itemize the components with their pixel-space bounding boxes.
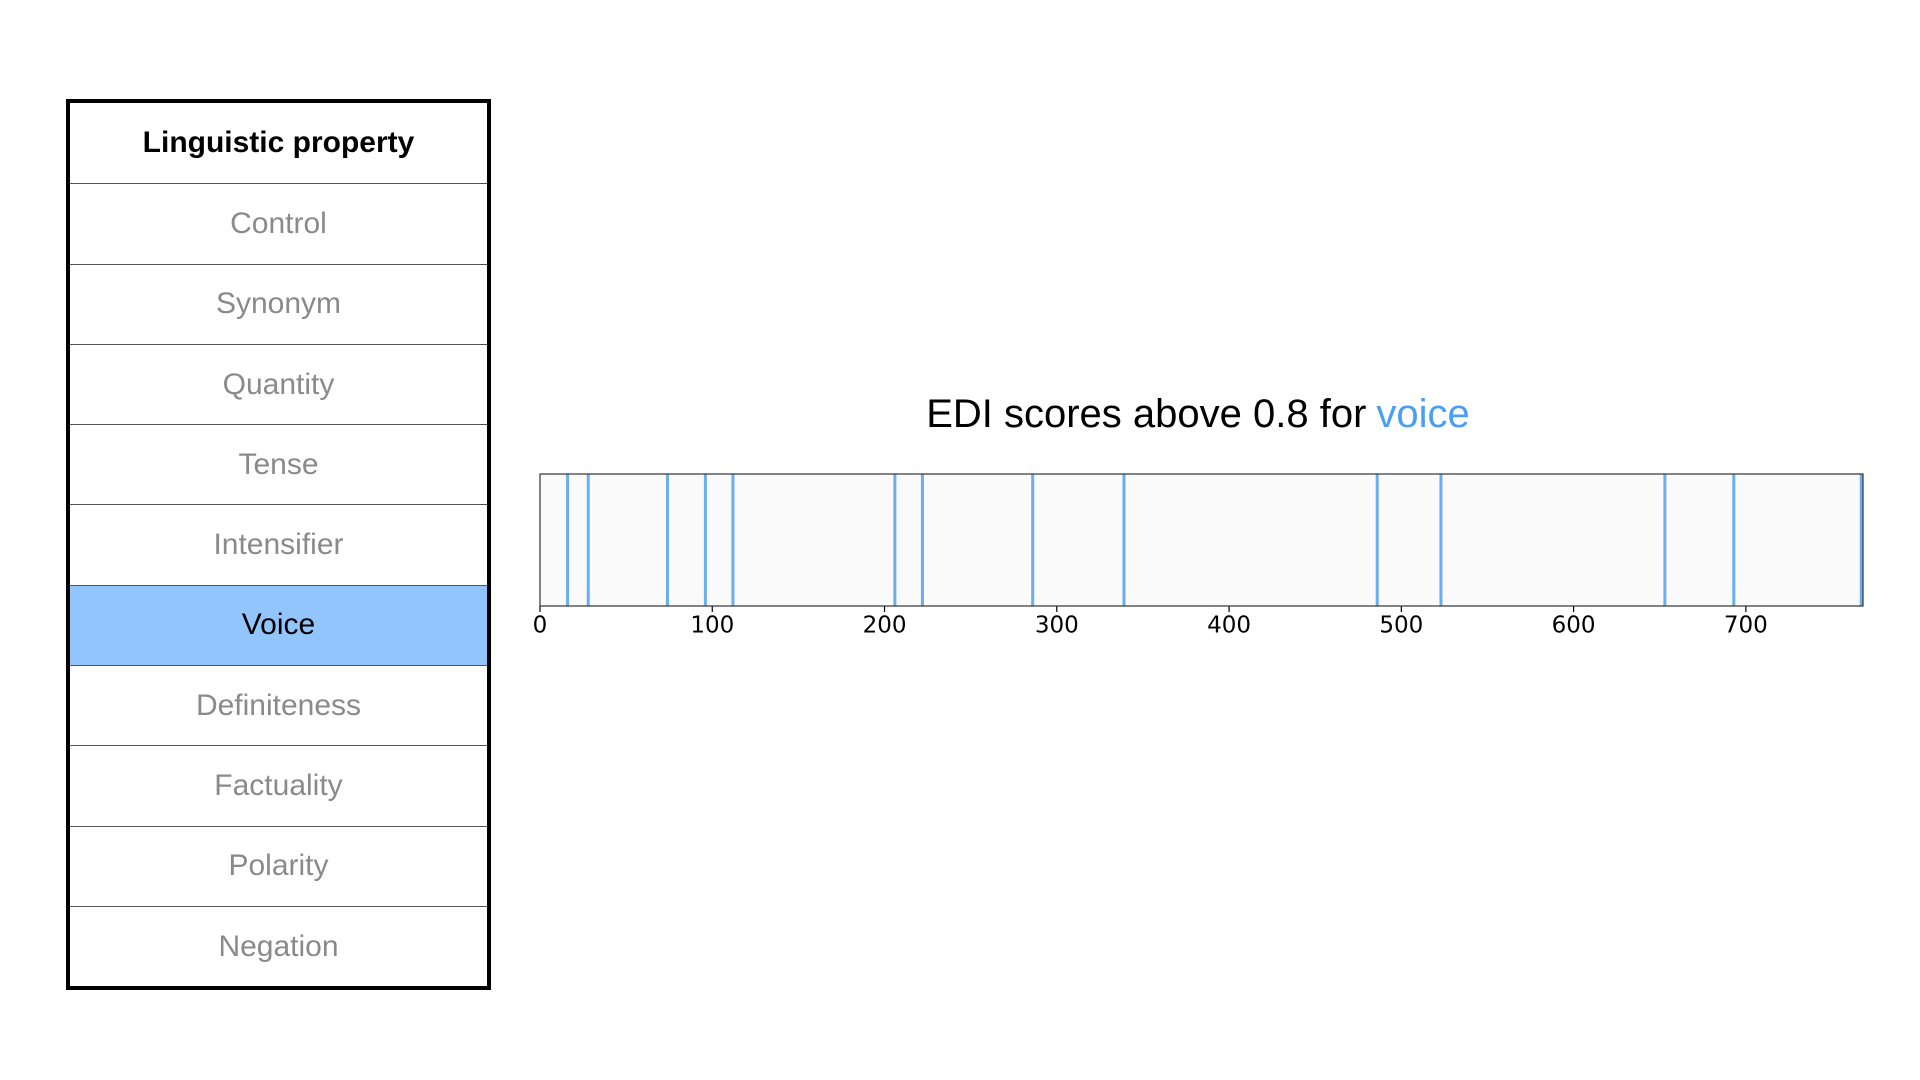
x-tick-label: 200 bbox=[863, 613, 907, 639]
x-tick-label: 300 bbox=[1035, 613, 1079, 639]
table-row[interactable]: Definiteness bbox=[70, 665, 487, 745]
plot-frame bbox=[539, 473, 1864, 607]
table-row[interactable]: Polarity bbox=[70, 825, 487, 906]
table-row[interactable]: Quantity bbox=[70, 343, 487, 424]
table-row[interactable]: Voice bbox=[70, 584, 487, 666]
table-row[interactable]: Control bbox=[70, 183, 487, 263]
table-row[interactable]: Factuality bbox=[70, 745, 487, 825]
title-highlight: voice bbox=[1376, 392, 1469, 436]
x-tick-label: 400 bbox=[1207, 613, 1251, 639]
property-table: Linguistic property Control Synonym Quanti… bbox=[66, 99, 491, 991]
table-row[interactable]: Synonym bbox=[70, 263, 487, 344]
table-header: Linguistic property bbox=[142, 126, 415, 160]
x-tick-label: 600 bbox=[1552, 613, 1596, 639]
x-tick-label: 100 bbox=[690, 613, 734, 639]
chart-title: EDI scores above 0.8 for voice bbox=[926, 392, 1470, 436]
plot-area bbox=[540, 474, 1863, 606]
table-row[interactable]: Negation bbox=[70, 905, 487, 986]
x-tick-label: 500 bbox=[1379, 613, 1423, 639]
x-tick-label: 700 bbox=[1724, 613, 1768, 639]
title-text: EDI scores above 0.8 for bbox=[926, 392, 1366, 436]
x-tick-label: 0 bbox=[533, 613, 548, 639]
table-row[interactable]: Tense bbox=[70, 424, 487, 504]
table-row[interactable]: Intensifier bbox=[70, 504, 487, 584]
